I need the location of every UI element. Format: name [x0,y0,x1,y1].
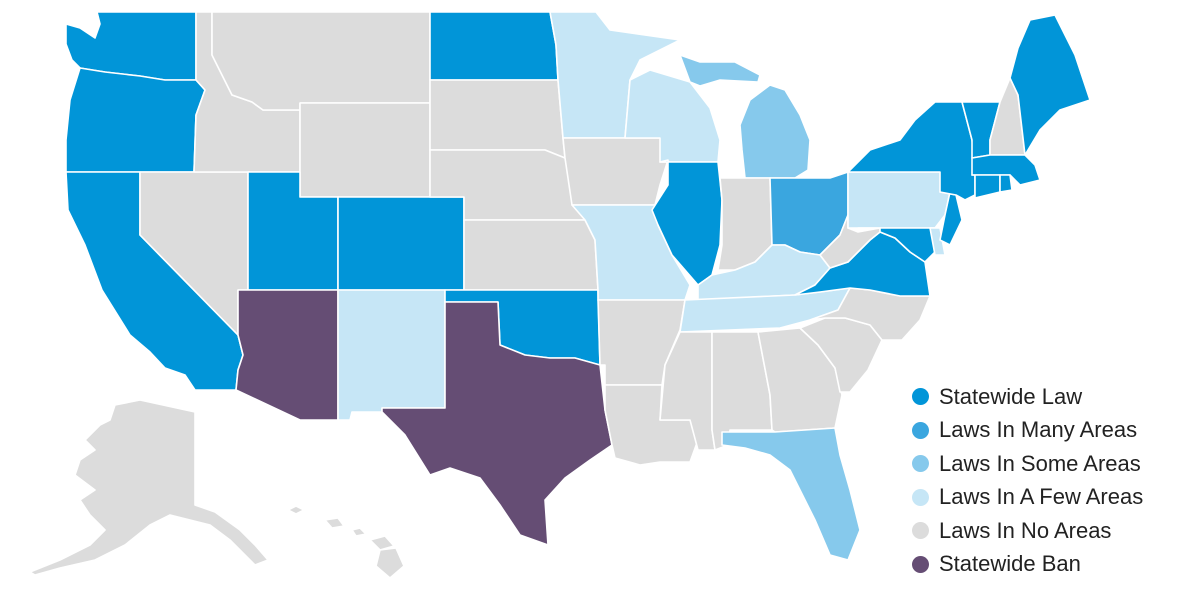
legend-label: Laws In Many Areas [939,417,1138,443]
state-michigan [679,54,811,179]
state-south-dakota [429,79,566,159]
state-hawaii [287,505,405,579]
state-rhode-island [999,174,1013,193]
state-pennsylvania [847,171,951,229]
state-new-mexico [337,289,446,421]
state-texas [381,301,613,546]
state-arizona [235,289,339,421]
legend-label: Laws In Some Areas [939,450,1141,476]
legend-swatch [912,522,929,540]
legend-item-statewide-ban: Statewide Ban [912,548,1192,582]
legend-swatch [912,555,929,573]
state-kansas [463,219,599,291]
legend-swatch [912,455,929,473]
state-wisconsin [624,69,721,163]
map-legend: Statewide Law Laws In Many Areas Laws In… [912,380,1192,581]
state-iowa [562,137,669,206]
legend-item-many-areas: Laws In Many Areas [912,414,1192,448]
legend-swatch [912,488,929,506]
legend-label: Laws In No Areas [939,517,1112,543]
state-alaska [29,399,269,576]
state-maine [1009,14,1091,156]
legend-label: Laws In A Few Areas [939,484,1144,510]
state-montana [211,11,431,111]
legend-swatch [912,421,929,439]
state-colorado [337,196,465,291]
state-new-jersey [939,191,963,246]
legend-label: Statewide Law [939,383,1083,409]
state-north-dakota [429,11,559,81]
legend-label: Statewide Ban [939,551,1081,577]
legend-item-few-areas: Laws In A Few Areas [912,481,1192,515]
state-oregon [65,67,206,173]
state-florida [721,427,861,561]
legend-item-no-areas: Laws In No Areas [912,514,1192,548]
legend-item-statewide-law: Statewide Law [912,380,1192,414]
state-wyoming [299,102,431,198]
legend-item-some-areas: Laws In Some Areas [912,447,1192,481]
state-connecticut [971,174,1001,199]
legend-swatch [912,388,929,406]
